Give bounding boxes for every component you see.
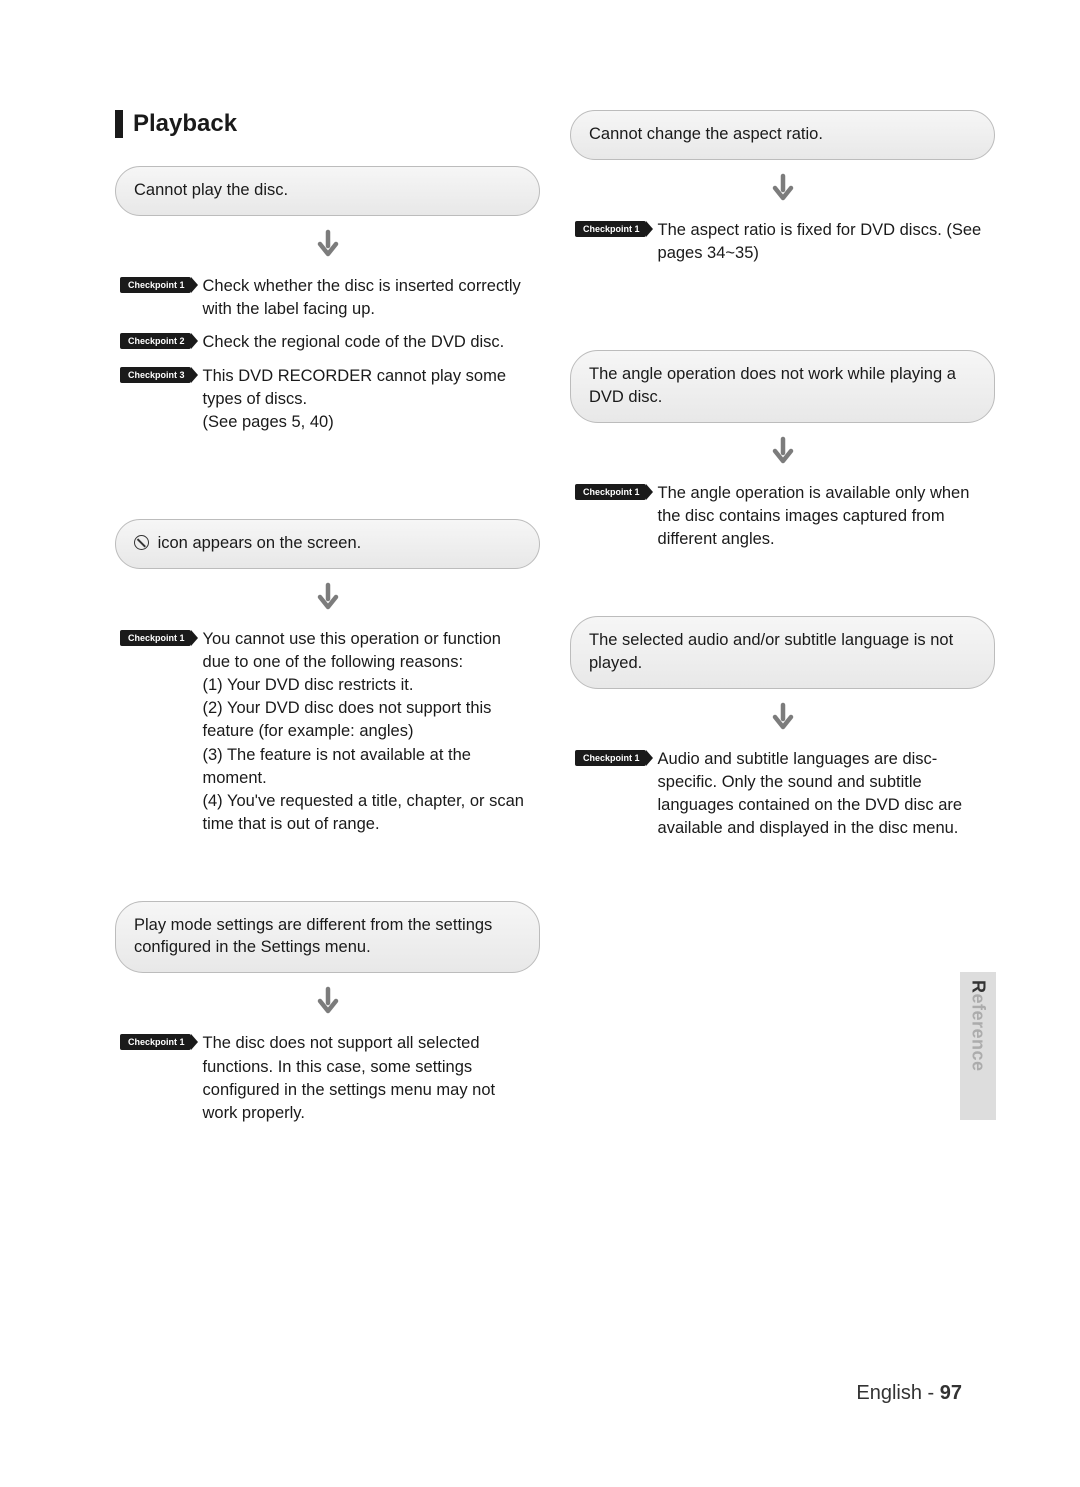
side-tab-rest: eference bbox=[969, 994, 989, 1072]
checkpoint-badge: Checkpoint 1 bbox=[120, 630, 191, 646]
checkpoint-row: Checkpoint 1 Audio and subtitle language… bbox=[575, 748, 995, 840]
arrow-down-icon bbox=[570, 172, 995, 209]
checkpoint-badge: Checkpoint 1 bbox=[120, 277, 191, 293]
checkpoint-row: Checkpoint 1 The disc does not support a… bbox=[120, 1032, 540, 1124]
problem-pill: Play mode settings are different from th… bbox=[115, 901, 540, 974]
checkpoint-text: The angle operation is available only wh… bbox=[658, 482, 995, 551]
checkpoint-badge: Checkpoint 3 bbox=[120, 367, 191, 383]
right-column: Cannot change the aspect ratio. Checkpoi… bbox=[570, 110, 995, 1135]
checkpoint-badge: Checkpoint 1 bbox=[575, 221, 646, 237]
arrow-down-icon bbox=[570, 435, 995, 472]
arrow-down-icon bbox=[115, 581, 540, 618]
side-tab-initial: R bbox=[969, 980, 989, 994]
problem-pill: icon appears on the screen. bbox=[115, 519, 540, 569]
footer-language: English bbox=[856, 1382, 922, 1404]
problem-pill: Cannot play the disc. bbox=[115, 166, 540, 216]
checkpoint-badge: Checkpoint 2 bbox=[120, 333, 191, 349]
problem-pill: The selected audio and/or subtitle langu… bbox=[570, 616, 995, 689]
problem-text: icon appears on the screen. bbox=[158, 534, 362, 552]
checkpoint-row: Checkpoint 3 This DVD RECORDER cannot pl… bbox=[120, 365, 540, 434]
section-title: Playback bbox=[115, 110, 540, 138]
page-footer: English - 97 bbox=[856, 1382, 962, 1405]
no-entry-icon bbox=[134, 535, 149, 550]
checkpoint-text: Check whether the disc is inserted corre… bbox=[203, 275, 540, 321]
checkpoint-badge: Checkpoint 1 bbox=[120, 1034, 191, 1050]
checkpoint-row: Checkpoint 1 You cannot use this operati… bbox=[120, 628, 540, 836]
arrow-down-icon bbox=[115, 228, 540, 265]
checkpoint-text: The disc does not support all selected f… bbox=[203, 1032, 540, 1124]
page-content: Playback Cannot play the disc. Checkpoin… bbox=[0, 0, 1080, 1135]
title-bar-icon bbox=[115, 110, 123, 138]
checkpoint-badge: Checkpoint 1 bbox=[575, 750, 646, 766]
arrow-down-icon bbox=[570, 701, 995, 738]
checkpoint-row: Checkpoint 1 The aspect ratio is fixed f… bbox=[575, 219, 995, 265]
footer-page-number: 97 bbox=[940, 1382, 962, 1404]
checkpoint-text: The aspect ratio is fixed for DVD discs.… bbox=[658, 219, 995, 265]
footer-separator: - bbox=[922, 1382, 940, 1404]
problem-pill: The angle operation does not work while … bbox=[570, 350, 995, 423]
problem-pill: Cannot change the aspect ratio. bbox=[570, 110, 995, 160]
checkpoint-badge: Checkpoint 1 bbox=[575, 484, 646, 500]
section-title-text: Playback bbox=[133, 110, 237, 138]
checkpoint-text: Audio and subtitle languages are disc-sp… bbox=[658, 748, 995, 840]
checkpoint-text: Check the regional code of the DVD disc. bbox=[203, 331, 513, 354]
side-tab-label: Reference bbox=[968, 980, 989, 1072]
side-tab-reference: Reference bbox=[960, 972, 996, 1120]
checkpoint-text: You cannot use this operation or functio… bbox=[203, 628, 540, 836]
checkpoint-text: This DVD RECORDER cannot play some types… bbox=[203, 365, 540, 434]
checkpoint-row: Checkpoint 2 Check the regional code of … bbox=[120, 331, 540, 354]
arrow-down-icon bbox=[115, 985, 540, 1022]
checkpoint-row: Checkpoint 1 Check whether the disc is i… bbox=[120, 275, 540, 321]
left-column: Playback Cannot play the disc. Checkpoin… bbox=[115, 110, 540, 1135]
checkpoint-row: Checkpoint 1 The angle operation is avai… bbox=[575, 482, 995, 551]
